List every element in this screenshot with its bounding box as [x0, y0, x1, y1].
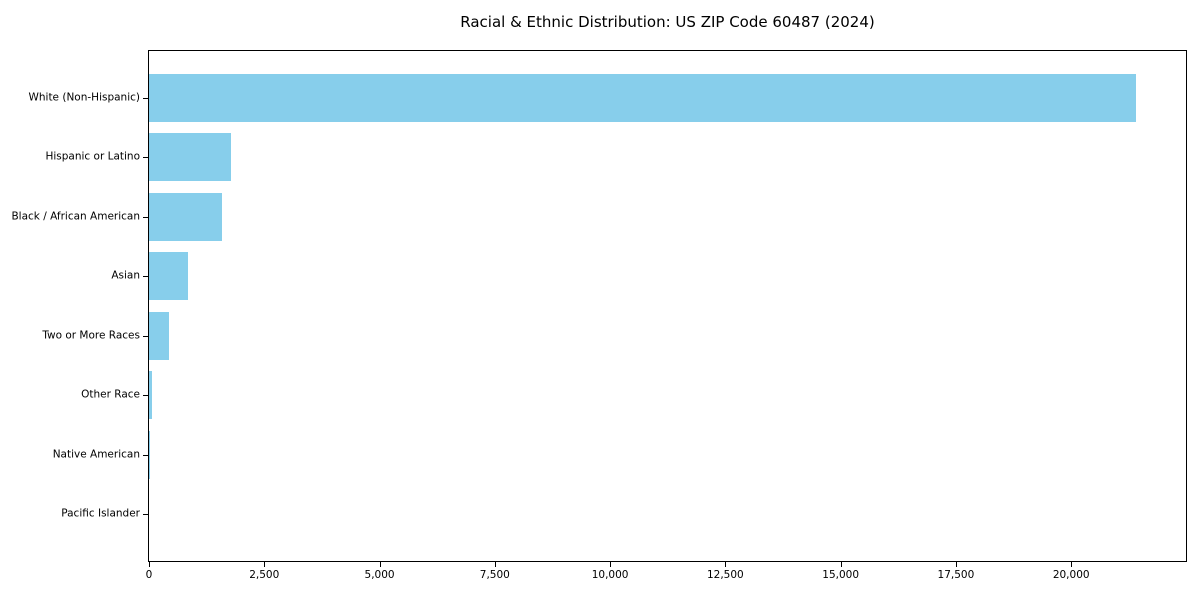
- y-tick-label-hispanic-or-latino: Hispanic or Latino: [45, 150, 140, 163]
- bar-hispanic-or-latino: [149, 133, 232, 182]
- y-tick-mark: [143, 216, 148, 218]
- y-tick-label-asian: Asian: [111, 269, 140, 282]
- x-tick-label-15-000: 15,000: [822, 569, 860, 581]
- x-tick-label-2-500: 2,500: [249, 569, 280, 581]
- x-tick-mark: [264, 562, 266, 567]
- bar-native-american: [149, 430, 150, 479]
- y-tick-label-other-race: Other Race: [81, 388, 140, 401]
- y-tick-label-native-american: Native American: [52, 448, 140, 461]
- x-tick-mark: [610, 562, 612, 567]
- y-tick-mark: [143, 98, 148, 99]
- y-tick-label-pacific-islander: Pacific Islander: [61, 507, 140, 520]
- y-tick-mark: [143, 157, 148, 159]
- bar-white-non-hispanic: [149, 74, 1136, 122]
- x-tick-mark: [725, 562, 727, 567]
- chart-title: Racial & Ethnic Distribution: US ZIP Cod…: [460, 13, 875, 31]
- y-tick-label-black-african-american: Black / African American: [11, 210, 140, 223]
- y-tick-mark: [143, 335, 148, 337]
- x-tick-mark: [1071, 562, 1073, 567]
- y-tick-mark: [143, 276, 148, 278]
- y-tick-mark: [143, 395, 148, 397]
- x-tick-mark: [840, 562, 842, 567]
- y-tick-label-two-or-more-races: Two or More Races: [42, 329, 140, 342]
- x-tick-mark: [379, 562, 381, 567]
- x-tick-label-5-000: 5,000: [364, 569, 395, 581]
- y-tick-label-white-non-hispanic: White (Non-Hispanic): [28, 91, 140, 104]
- y-tick-mark: [143, 454, 148, 456]
- bar-black-african-american: [149, 192, 222, 241]
- x-tick-label-12-500: 12,500: [706, 569, 744, 581]
- bar-other-race: [149, 371, 153, 420]
- x-tick-label-17-500: 17,500: [937, 569, 975, 581]
- y-tick-mark: [143, 514, 148, 515]
- plot-area: [148, 50, 1187, 562]
- bar-two-or-more-races: [149, 311, 169, 360]
- x-tick-label-20-000: 20,000: [1052, 569, 1090, 581]
- bar-asian: [149, 252, 188, 301]
- x-tick-mark: [494, 562, 496, 567]
- x-tick-mark: [149, 562, 150, 567]
- x-tick-label-0: 0: [145, 569, 153, 581]
- x-tick-mark: [955, 562, 957, 567]
- x-tick-label-7-500: 7,500: [479, 569, 510, 581]
- x-tick-label-10-000: 10,000: [591, 569, 629, 581]
